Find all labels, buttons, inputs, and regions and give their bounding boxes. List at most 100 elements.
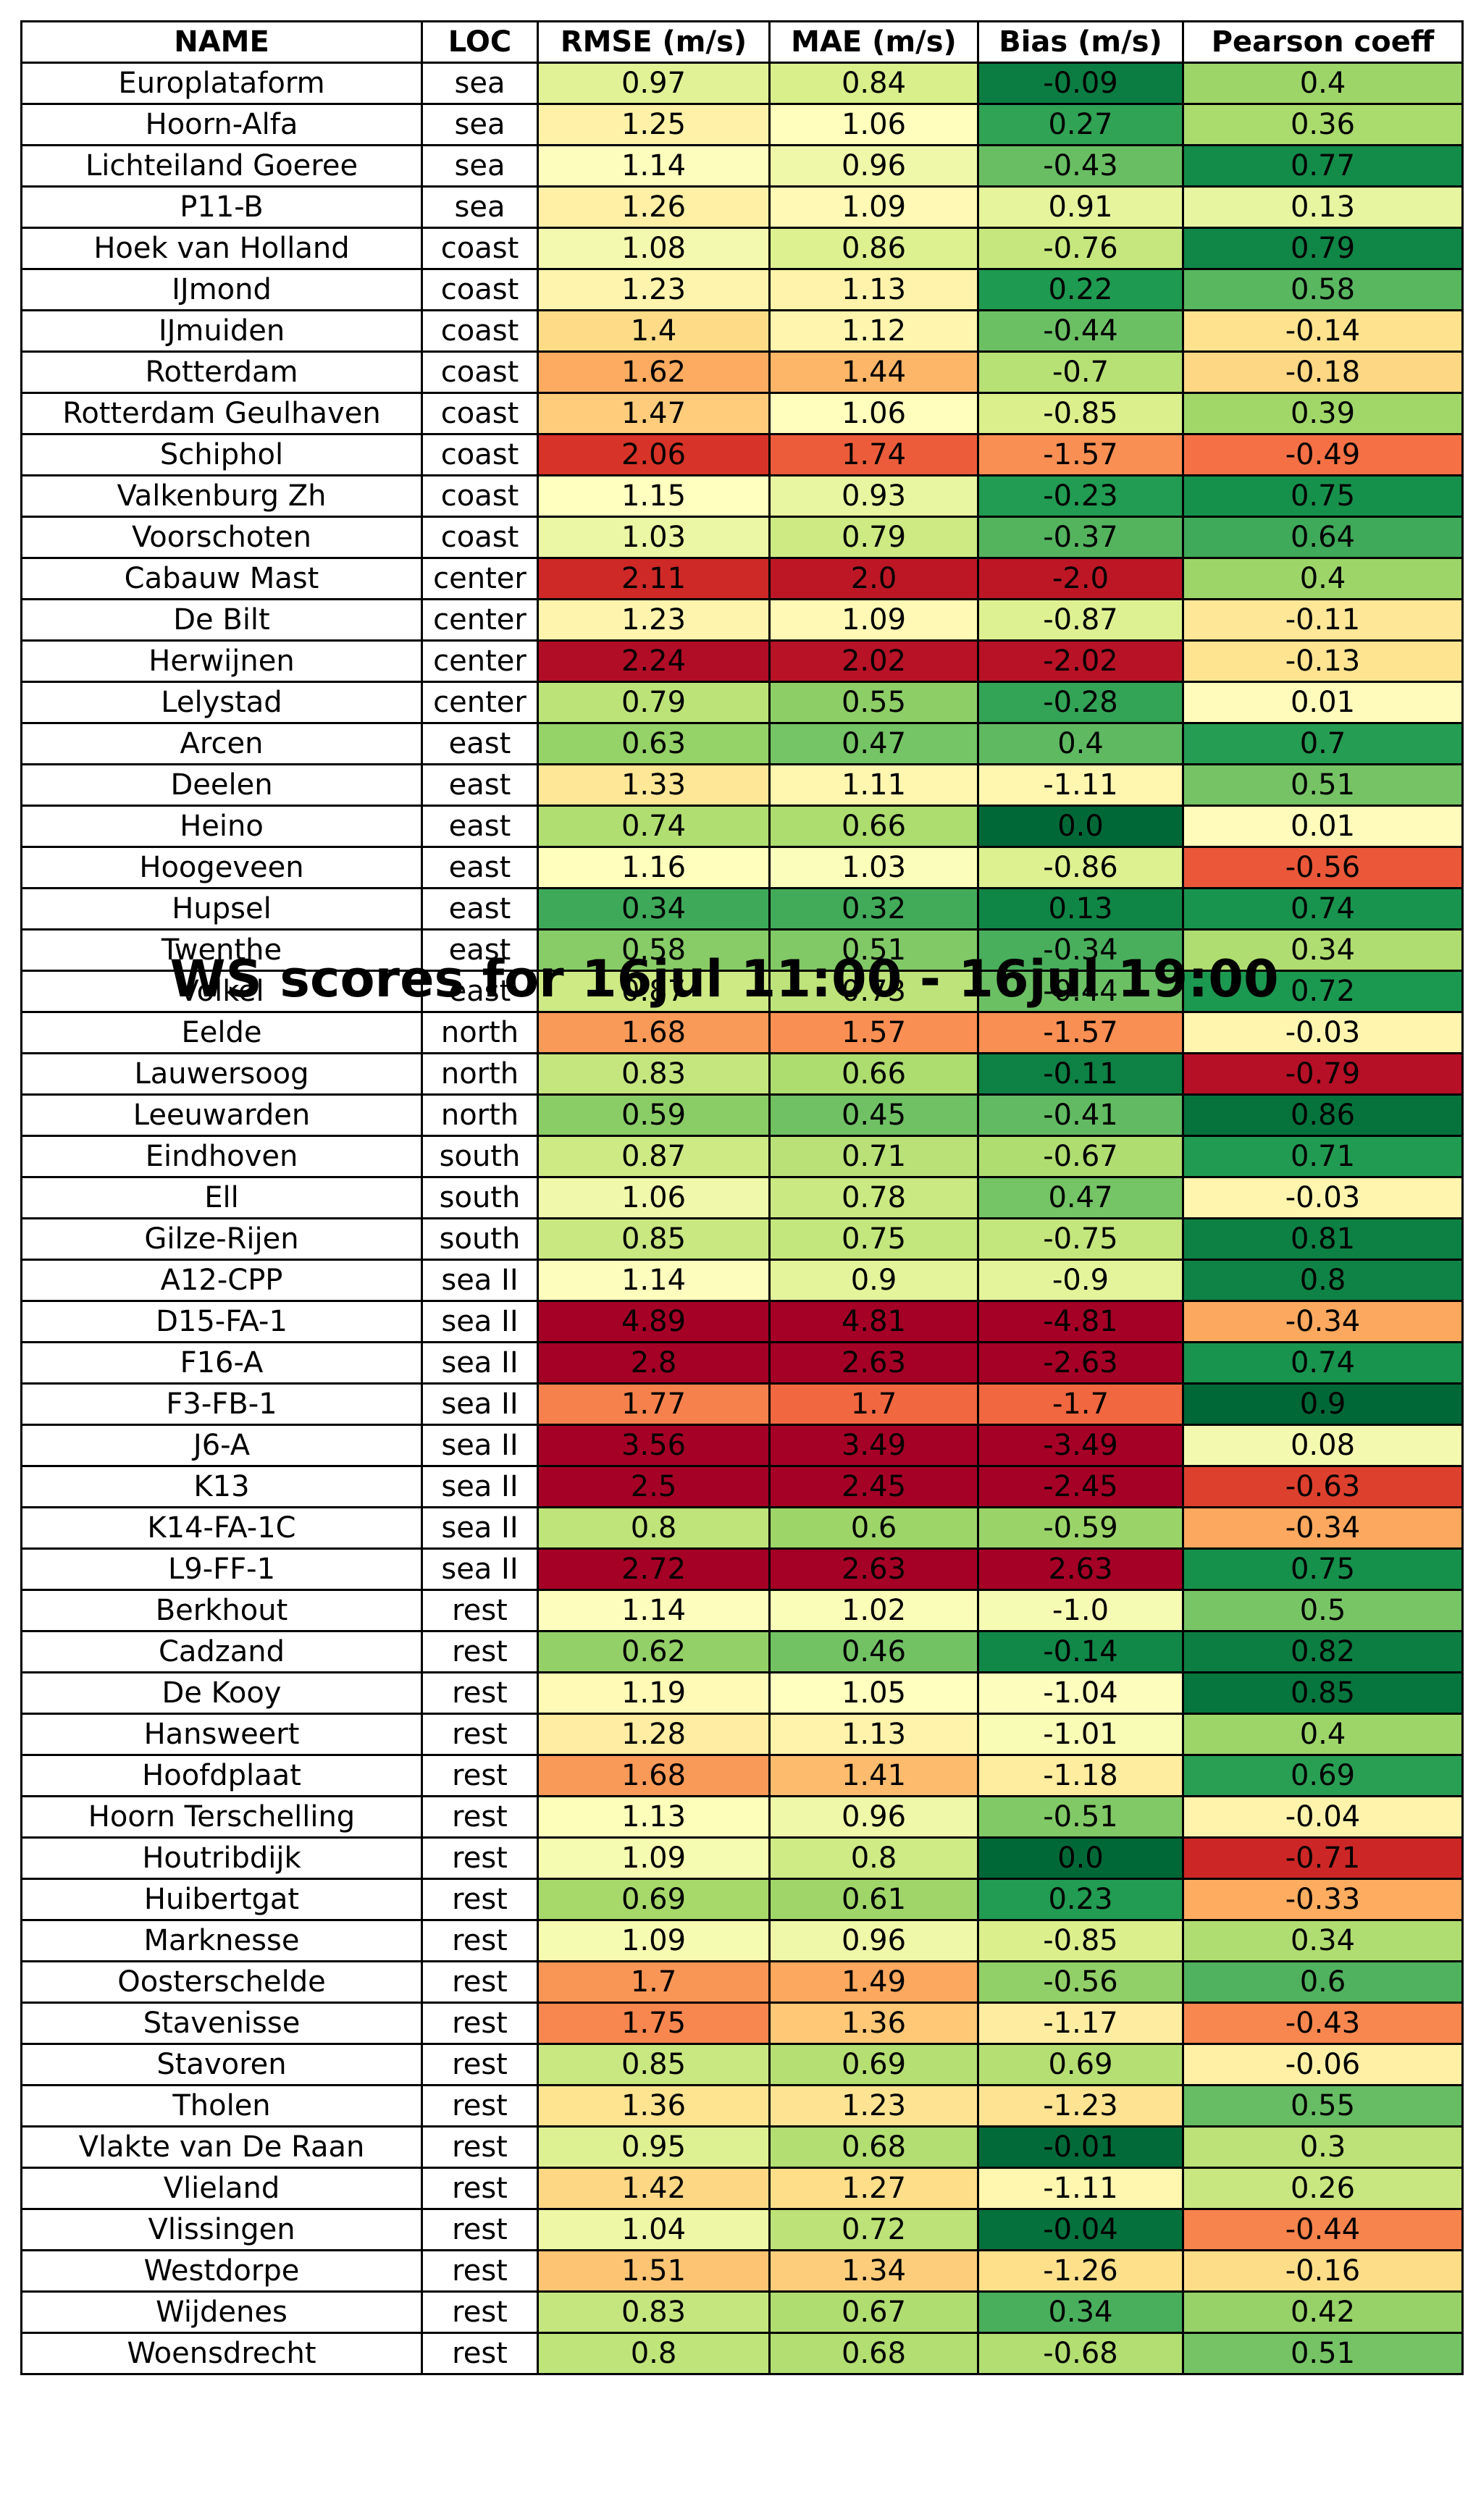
cell-bias: -0.34 bbox=[977, 928, 1184, 972]
cell-rmse: 1.68 bbox=[537, 1011, 771, 1054]
cell-mae: 1.27 bbox=[768, 2167, 979, 2210]
cell-name: F3-FB-1 bbox=[20, 1382, 423, 1426]
cell-mae: 0.96 bbox=[768, 1795, 979, 1839]
cell-mae: 1.44 bbox=[768, 350, 979, 394]
table-row: Hoorn-Alfa sea 1.25 1.06 0.27 0.36 bbox=[20, 103, 1464, 146]
cell-name: Gilze-Rijen bbox=[20, 1217, 423, 1261]
cell-bias: -0.04 bbox=[977, 2208, 1184, 2251]
column-header-mae: MAE (m/s) bbox=[768, 20, 979, 64]
cell-rmse: 0.8 bbox=[537, 2332, 771, 2375]
cell-bias: -0.75 bbox=[977, 1217, 1184, 1261]
cell-pearson: 0.26 bbox=[1182, 2167, 1464, 2210]
cell-mae: 1.05 bbox=[768, 1671, 979, 1715]
cell-name: Leeuwarden bbox=[20, 1093, 423, 1137]
cell-pearson: 0.51 bbox=[1182, 2332, 1464, 2375]
cell-name: Hoek van Holland bbox=[20, 227, 423, 270]
cell-pearson: -0.34 bbox=[1182, 1506, 1464, 1550]
cell-rmse: 1.77 bbox=[537, 1382, 771, 1426]
cell-name: Hupsel bbox=[20, 887, 423, 931]
table-row: Volkel east 0.87 0.73 -0.44 0.72 bbox=[20, 970, 1464, 1013]
cell-mae: 0.67 bbox=[768, 2290, 979, 2334]
cell-loc: rest bbox=[421, 2084, 539, 2128]
cell-pearson: 0.71 bbox=[1182, 1135, 1464, 1178]
table-row: Vlieland rest 1.42 1.27 -1.11 0.26 bbox=[20, 2167, 1464, 2210]
table-body: Europlataform sea 0.97 0.84 -0.09 0.4 Hoorn-Al… bbox=[20, 62, 1464, 2375]
cell-mae: 0.32 bbox=[768, 887, 979, 931]
cell-name: Herwijnen bbox=[20, 639, 423, 683]
cell-pearson: 0.36 bbox=[1182, 103, 1464, 146]
cell-loc: east bbox=[421, 805, 539, 848]
cell-name: Cadzand bbox=[20, 1630, 423, 1673]
cell-bias: -0.85 bbox=[977, 1919, 1184, 1962]
cell-mae: 0.75 bbox=[768, 1217, 979, 1261]
table-row: Huibertgat rest 0.69 0.61 0.23 -0.33 bbox=[20, 1878, 1464, 1921]
cell-mae: 0.47 bbox=[768, 722, 979, 765]
cell-pearson: -0.79 bbox=[1182, 1052, 1464, 1096]
table-row: Hoofdplaat rest 1.68 1.41 -1.18 0.69 bbox=[20, 1754, 1464, 1797]
cell-loc: rest bbox=[421, 1878, 539, 1921]
cell-bias: -1.04 bbox=[977, 1671, 1184, 1715]
cell-rmse: 0.87 bbox=[537, 970, 771, 1013]
cell-pearson: 0.4 bbox=[1182, 557, 1464, 600]
cell-loc: rest bbox=[421, 1671, 539, 1715]
cell-name: Arcen bbox=[20, 722, 423, 765]
cell-name: Hoogeveen bbox=[20, 846, 423, 889]
cell-pearson: 0.69 bbox=[1182, 1754, 1464, 1797]
table-row: IJmuiden coast 1.4 1.12 -0.44 -0.14 bbox=[20, 309, 1464, 353]
cell-mae: 0.71 bbox=[768, 1135, 979, 1178]
table-row: Ell south 1.06 0.78 0.47 -0.03 bbox=[20, 1176, 1464, 1219]
cell-pearson: -0.56 bbox=[1182, 846, 1464, 889]
cell-name: Europlataform bbox=[20, 62, 423, 105]
cell-rmse: 0.34 bbox=[537, 887, 771, 931]
cell-mae: 1.7 bbox=[768, 1382, 979, 1426]
cell-name: Volkel bbox=[20, 970, 423, 1013]
cell-bias: -1.17 bbox=[977, 2002, 1184, 2045]
cell-loc: rest bbox=[421, 1754, 539, 1797]
table-row: Hoek van Holland coast 1.08 0.86 -0.76 0.79 bbox=[20, 227, 1464, 270]
cell-rmse: 1.13 bbox=[537, 1795, 771, 1839]
cell-name: Westdorpe bbox=[20, 2249, 423, 2293]
table-row: Schiphol coast 2.06 1.74 -1.57 -0.49 bbox=[20, 433, 1464, 476]
cell-rmse: 2.5 bbox=[537, 1465, 771, 1508]
cell-rmse: 0.8 bbox=[537, 1506, 771, 1550]
table-row: Voorschoten coast 1.03 0.79 -0.37 0.64 bbox=[20, 516, 1464, 559]
cell-rmse: 0.69 bbox=[537, 1878, 771, 1921]
cell-name: L9-FF-1 bbox=[20, 1547, 423, 1591]
cell-loc: coast bbox=[421, 474, 539, 518]
cell-pearson: 0.77 bbox=[1182, 144, 1464, 188]
cell-bias: 0.27 bbox=[977, 103, 1184, 146]
cell-rmse: 1.7 bbox=[537, 1960, 771, 2004]
cell-loc: north bbox=[421, 1093, 539, 1137]
cell-rmse: 2.11 bbox=[537, 557, 771, 600]
cell-mae: 2.63 bbox=[768, 1547, 979, 1591]
cell-bias: -0.44 bbox=[977, 970, 1184, 1013]
table-row: Leeuwarden north 0.59 0.45 -0.41 0.86 bbox=[20, 1093, 1464, 1137]
cell-rmse: 0.85 bbox=[537, 2043, 771, 2086]
cell-bias: 0.69 bbox=[977, 2043, 1184, 2086]
cell-pearson: 0.86 bbox=[1182, 1093, 1464, 1137]
cell-bias: -0.76 bbox=[977, 227, 1184, 270]
cell-mae: 1.06 bbox=[768, 392, 979, 435]
table-row: Hansweert rest 1.28 1.13 -1.01 0.4 bbox=[20, 1713, 1464, 1756]
cell-bias: -1.57 bbox=[977, 1011, 1184, 1054]
header-row: NAME LOC RMSE (m/s) MAE (m/s) Bias (m/s) Pear… bbox=[20, 20, 1464, 64]
table-row: Lichteiland Goeree sea 1.14 0.96 -0.43 0.77 bbox=[20, 144, 1464, 188]
cell-bias: -0.11 bbox=[977, 1052, 1184, 1096]
cell-rmse: 1.47 bbox=[537, 392, 771, 435]
score-table: NAME LOC RMSE (m/s) MAE (m/s) Bias (m/s) Pear… bbox=[20, 20, 1464, 2375]
column-header-bias: Bias (m/s) bbox=[977, 20, 1184, 64]
cell-pearson: 0.01 bbox=[1182, 805, 1464, 848]
cell-name: Vlissingen bbox=[20, 2208, 423, 2251]
cell-pearson: 0.58 bbox=[1182, 268, 1464, 311]
cell-mae: 1.06 bbox=[768, 103, 979, 146]
cell-pearson: 0.74 bbox=[1182, 1341, 1464, 1385]
cell-bias: -0.37 bbox=[977, 516, 1184, 559]
cell-loc: rest bbox=[421, 1919, 539, 1962]
table-row: Oosterschelde rest 1.7 1.49 -0.56 0.6 bbox=[20, 1960, 1464, 2004]
cell-loc: east bbox=[421, 970, 539, 1013]
cell-bias: 0.91 bbox=[977, 185, 1184, 229]
cell-loc: rest bbox=[421, 2249, 539, 2293]
cell-name: Stavenisse bbox=[20, 2002, 423, 2045]
cell-rmse: 1.23 bbox=[537, 268, 771, 311]
table-row: Eindhoven south 0.87 0.71 -0.67 0.71 bbox=[20, 1135, 1464, 1178]
